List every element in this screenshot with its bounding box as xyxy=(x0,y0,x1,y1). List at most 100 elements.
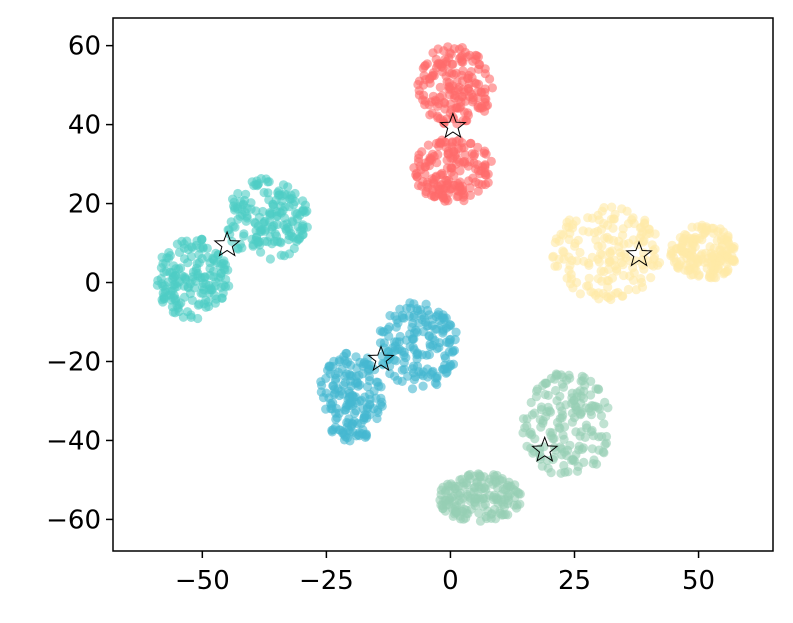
scatter-point xyxy=(350,408,360,418)
scatter-point xyxy=(390,337,400,347)
scatter-point xyxy=(344,392,354,403)
scatter-point xyxy=(174,264,184,274)
scatter-point xyxy=(441,500,452,510)
scatter-point xyxy=(638,260,648,270)
scatter-point xyxy=(599,233,610,243)
scatter-point xyxy=(418,63,428,73)
scatter-point xyxy=(198,288,208,298)
scatter-point xyxy=(247,177,257,187)
scatter-point xyxy=(268,200,278,210)
scatter-point xyxy=(687,250,697,260)
scatter-point xyxy=(648,246,658,256)
scatter-point xyxy=(599,448,609,458)
scatter-point xyxy=(603,282,613,292)
scatter-point xyxy=(300,200,310,210)
scatter-point xyxy=(454,183,465,193)
scatter-point xyxy=(208,266,219,276)
scatter-point xyxy=(279,220,289,230)
scatter-point xyxy=(466,138,476,148)
scatter-point xyxy=(578,226,588,236)
scatter-point xyxy=(409,375,419,385)
scatter-point xyxy=(327,427,337,437)
scatter-point xyxy=(540,389,550,400)
scatter-point xyxy=(182,307,193,317)
scatter-point xyxy=(447,163,457,173)
scatter-point xyxy=(640,218,650,228)
scatter-point xyxy=(587,401,597,411)
scatter-point xyxy=(464,176,474,186)
scatter-point xyxy=(558,382,569,392)
scatter-point xyxy=(597,432,607,442)
scatter-point xyxy=(619,270,629,281)
scatter-point xyxy=(376,382,386,392)
scatter-point xyxy=(566,274,577,284)
scatter-point xyxy=(493,483,503,493)
scatter-point xyxy=(708,260,718,270)
scatter-point xyxy=(569,413,580,423)
scatter-point xyxy=(447,481,458,491)
scatter-point xyxy=(587,252,597,262)
scatter-point xyxy=(480,84,490,94)
scatter-point xyxy=(701,248,711,258)
y-axis: −60 −40 −20 0 20 40 60 xyxy=(46,32,113,535)
scatter-point xyxy=(723,231,733,241)
scatter-point xyxy=(198,278,208,288)
scatter-point xyxy=(470,500,480,511)
scatter-point xyxy=(603,220,613,230)
scatter-point xyxy=(471,177,481,187)
scatter-point xyxy=(487,83,497,93)
scatter-point xyxy=(445,338,455,348)
scatter-point xyxy=(369,386,379,396)
scatter-point xyxy=(622,206,632,216)
scatter-point xyxy=(161,284,171,294)
scatter-point xyxy=(251,206,261,216)
scatter-point xyxy=(441,194,451,204)
scatter-point xyxy=(597,206,607,216)
scatter-point xyxy=(418,381,428,391)
scatter-point xyxy=(417,147,427,157)
scatter-point xyxy=(587,444,597,454)
scatter-point xyxy=(239,229,249,239)
scatter-point xyxy=(613,287,623,298)
scatter-point xyxy=(599,419,609,429)
scatter-point xyxy=(424,331,434,341)
scatter-point xyxy=(555,423,565,433)
scatter-point xyxy=(518,414,529,424)
scatter-point xyxy=(253,238,263,248)
scatter-point xyxy=(474,508,484,518)
scatter-point xyxy=(174,247,185,257)
scatter-point xyxy=(449,345,460,356)
scatter-point xyxy=(538,416,548,426)
y-tick-label: −60 xyxy=(46,505,101,535)
scatter-point xyxy=(424,310,434,320)
scatter-point xyxy=(186,251,196,262)
scatter-point xyxy=(540,378,550,388)
scatter-point xyxy=(183,244,193,255)
scatter-point xyxy=(673,263,684,273)
scatter-point xyxy=(331,414,341,424)
scatter-point xyxy=(430,378,440,388)
scatter-point xyxy=(676,245,686,255)
scatter-point xyxy=(228,194,238,204)
scatter-point xyxy=(455,166,465,176)
scatter-point xyxy=(161,266,172,276)
scatter-point xyxy=(572,392,582,402)
scatter-point xyxy=(571,216,581,226)
centroid-star-icon xyxy=(531,435,559,462)
scatter-point xyxy=(448,59,458,69)
scatter-point xyxy=(198,243,208,253)
scatter-point xyxy=(358,369,368,379)
scatter-point xyxy=(690,232,700,242)
scatter-point xyxy=(475,516,486,526)
scatter-point xyxy=(586,390,596,400)
scatter-point xyxy=(623,284,634,295)
scatter-point xyxy=(362,402,373,412)
scatter-point xyxy=(408,342,418,352)
scatter-point xyxy=(298,230,308,240)
scatter-point xyxy=(628,263,638,273)
scatter-point xyxy=(443,149,453,159)
scatter-point xyxy=(292,236,302,246)
scatter-point xyxy=(440,351,450,361)
scatter-point xyxy=(444,68,454,78)
scatter-point xyxy=(532,386,542,396)
